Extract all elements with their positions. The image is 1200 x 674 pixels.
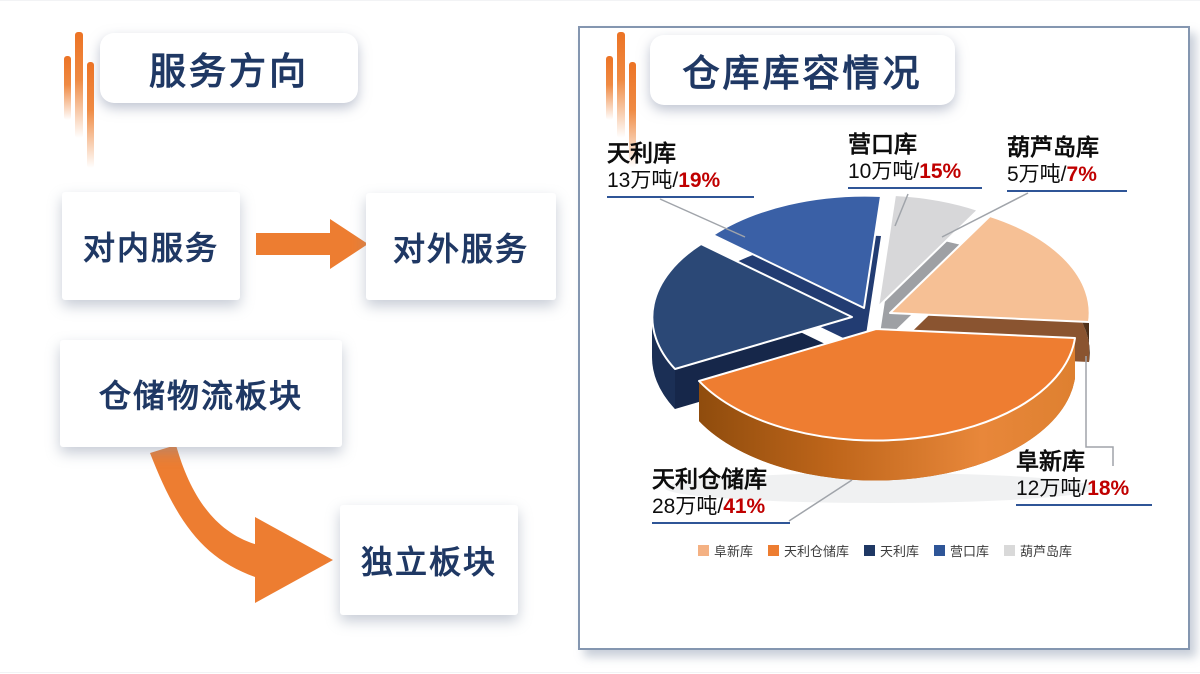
box-independent-sector: 独立板块 (340, 505, 518, 615)
legend-swatch-yingkou (934, 545, 945, 556)
box-label: 独立板块 (360, 544, 497, 580)
box-internal-service: 对内服务 (62, 192, 240, 300)
legend-item: 阜新库 (697, 541, 753, 560)
legend-item: 天利库 (863, 541, 919, 560)
pie-label-percent: 41% (723, 494, 766, 518)
title-accent-bars-icon (606, 32, 638, 172)
pie-label-huludao: 葫芦岛库 5万吨/7% (1007, 134, 1127, 192)
legend-label: 天利仓储库 (783, 544, 849, 559)
legend-swatch-fuxin (697, 545, 709, 556)
legend-label: 天利库 (879, 544, 919, 559)
pie-label-name: 阜新库 (1016, 448, 1085, 474)
legend-label: 营口库 (950, 544, 990, 559)
pie-label-percent: 15% (919, 159, 962, 183)
section-title-warehouse-capacity: 仓库库容情况 (650, 35, 955, 105)
pie-label-percent: 18% (1087, 476, 1130, 500)
legend-item: 葫芦岛库 (1004, 541, 1072, 560)
pie-label-tianli: 天利库 13万吨/19% (607, 140, 754, 198)
box-external-service: 对外服务 (366, 193, 556, 300)
legend-swatch-tianli (863, 545, 875, 556)
pie-label-name: 营口库 (848, 131, 917, 157)
section-title-text: 服务方向 (149, 51, 309, 92)
pie-label-name: 葫芦岛库 (1007, 134, 1099, 160)
pie-label-value: 5万吨/ (1007, 162, 1067, 186)
box-label: 对内服务 (82, 230, 219, 266)
bottom-edge-line (0, 672, 1200, 673)
chart-legend: 阜新库 天利仓储库 天利库 营口库 葫芦岛库 (600, 541, 1170, 560)
top-edge-line (0, 0, 1200, 1)
pie-label-name: 天利库 (607, 140, 676, 166)
pie-label-percent: 7% (1066, 162, 1097, 186)
legend-label: 阜新库 (713, 544, 753, 559)
title-accent-bars-icon (64, 32, 96, 172)
legend-item: 营口库 (934, 541, 989, 560)
legend-swatch-tianlicang (767, 545, 779, 556)
legend-swatch-huludao (1004, 545, 1016, 556)
arrow-right-icon (256, 219, 368, 269)
pie-label-name: 天利仓储库 (652, 466, 767, 492)
curved-arrow-icon (150, 445, 333, 603)
box-warehouse-logistics: 仓储物流板块 (60, 340, 342, 447)
box-label: 仓储物流板块 (98, 377, 303, 414)
pie-label-tianlicang: 天利仓储库 28万吨/41% (652, 466, 790, 524)
section-title-text: 仓库库容情况 (682, 53, 923, 94)
pie-label-value: 13万吨/ (607, 168, 679, 192)
legend-item: 天利仓储库 (767, 541, 849, 560)
pie-label-yingkou: 营口库 10万吨/15% (848, 131, 982, 189)
pie-label-value: 12万吨/ (1016, 476, 1088, 500)
legend-label: 葫芦岛库 (1020, 544, 1073, 559)
pie-label-value: 10万吨/ (848, 159, 920, 183)
pie-label-percent: 19% (678, 168, 721, 192)
section-title-service-direction: 服务方向 (100, 33, 358, 103)
pie-label-fuxin: 阜新库 12万吨/18% (1016, 448, 1152, 506)
pie-label-value: 28万吨/ (652, 494, 724, 518)
box-label: 对外服务 (392, 230, 529, 267)
